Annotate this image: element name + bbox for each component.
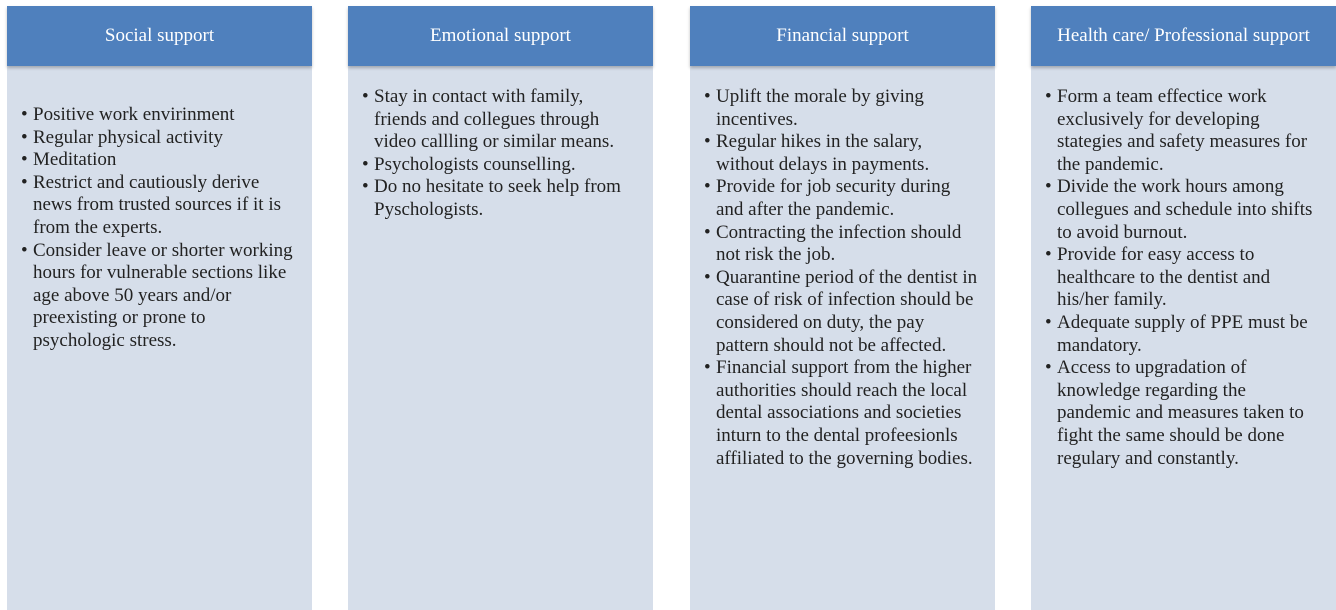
list-item: Restrict and cautiously derive news from… — [21, 172, 298, 240]
column-header: Emotional support — [348, 6, 653, 66]
list-item: Access to upgradation of knowledge regar… — [1045, 357, 1322, 470]
list-item: Meditation — [21, 149, 298, 172]
item-list: Form a team effectice work exclusively f… — [1031, 66, 1336, 470]
item-list: Uplift the morale by giving incentives.R… — [690, 66, 995, 470]
list-item: Positive work envirinment — [21, 104, 298, 127]
list-item: Provide for job security during and afte… — [704, 176, 981, 221]
list-item: Psychologists counselling. — [362, 154, 639, 177]
column: Social supportPositive work envirinmentR… — [7, 6, 312, 610]
list-item: Form a team effectice work exclusively f… — [1045, 86, 1322, 176]
list-item: Adequate supply of PPE must be mandatory… — [1045, 312, 1322, 357]
list-item: Divide the work hours among collegues an… — [1045, 176, 1322, 244]
column: Financial supportUplift the morale by gi… — [690, 6, 995, 610]
list-item: Consider leave or shorter working hours … — [21, 240, 298, 353]
list-item: Contracting the infection should not ris… — [704, 222, 981, 267]
list-item: Quarantine period of the dentist in case… — [704, 267, 981, 357]
list-item: Provide for easy access to healthcare to… — [1045, 244, 1322, 312]
column: Health care/ Professional support Form a … — [1031, 6, 1336, 610]
item-list: Positive work envirinmentRegular physica… — [7, 66, 312, 353]
list-item: Do no hesitate to seek help from Pyschol… — [362, 176, 639, 221]
list-item: Financial support from the higher author… — [704, 357, 981, 470]
item-list: Stay in contact with family, friends and… — [348, 66, 653, 222]
list-item: Uplift the morale by giving incentives. — [704, 86, 981, 131]
column-header: Health care/ Professional support — [1031, 6, 1336, 66]
list-item: Regular physical activity — [21, 127, 298, 150]
list-item: Regular hikes in the salary, without del… — [704, 131, 981, 176]
column: Emotional support Stay in contact with fa… — [348, 6, 653, 610]
column-header: Social support — [7, 6, 312, 66]
list-item: Stay in contact with family, friends and… — [362, 86, 639, 154]
column-header: Financial support — [690, 6, 995, 66]
